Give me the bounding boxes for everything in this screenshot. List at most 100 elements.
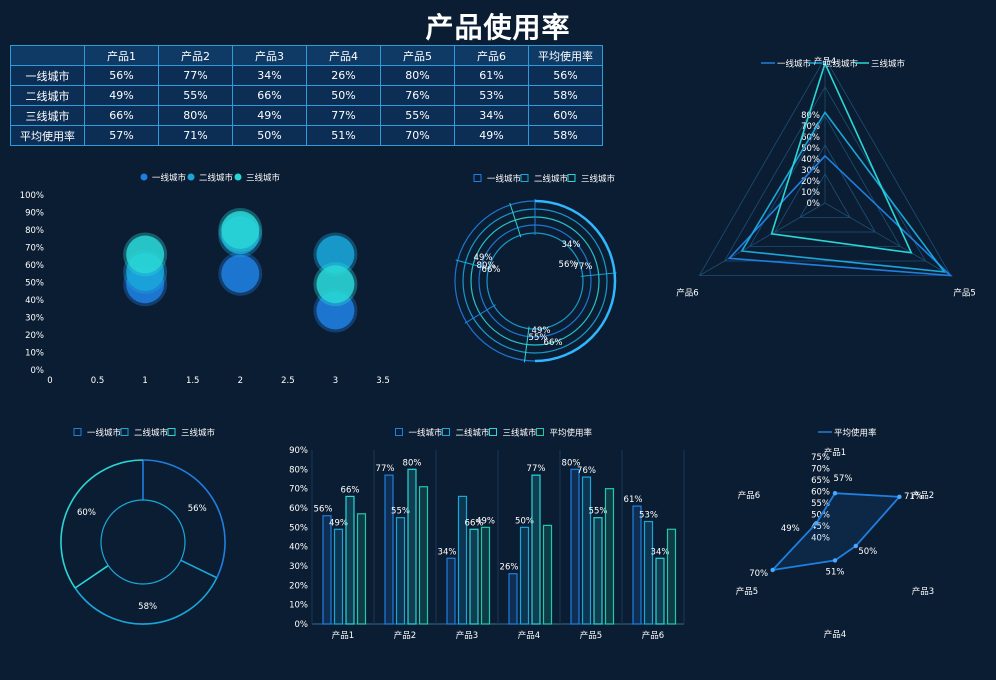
table-cell: 57% [84, 125, 159, 146]
donut-value-label: 56% [188, 504, 207, 514]
y-tick-label: 70% [289, 485, 308, 495]
radar-tick-label: 70% [801, 122, 820, 132]
legend-label: 三线城市 [246, 173, 281, 184]
legend-label: 二线城市 [456, 428, 491, 439]
radar-grid-ring [774, 144, 876, 233]
table-row: 二线城市 49% 55% 66% 50% 76% 53% 58% [10, 85, 603, 106]
legend-box [536, 428, 544, 436]
radar-chart-top: 一线城市 二线城市 三线城市80%70%60%50%40%30%20%10%0%产品… [676, 56, 976, 299]
table-cell: 平均使用率 [528, 45, 603, 66]
radar-grid-ring [698, 57, 952, 276]
y-tick-label: 0% [31, 366, 45, 376]
table-cell: 产品1 [84, 45, 159, 66]
bar-value-label: 76% [577, 466, 596, 476]
bar-1 [570, 468, 580, 625]
legend-box [489, 428, 497, 436]
legend-label: 平均使用率 [550, 428, 593, 439]
bar-1 [508, 573, 518, 625]
bar-chart: 一线城市 二线城市 三线城市 平均使用率 0% 10% 20% 30% 40% 50% 60% 70%… [289, 428, 685, 641]
bar-4 [480, 526, 491, 625]
legend-label: 一线城市 [87, 428, 122, 439]
ring-highlight [534, 199, 617, 363]
bar-2 [643, 520, 654, 625]
radar-axis [699, 202, 826, 276]
radar-indicator-label: 产品4 [814, 56, 836, 67]
legend-box [395, 428, 403, 436]
legend-dot [234, 173, 242, 181]
legend-box [167, 428, 176, 436]
ring-divider [580, 272, 617, 277]
table-cell: 71% [158, 125, 233, 146]
donut-divider [180, 559, 218, 579]
legend-dot [140, 173, 148, 181]
bar-2 [519, 526, 530, 625]
y-tick-label: 60% [25, 261, 44, 271]
radar-indicator-label: 产品2 [912, 490, 934, 501]
table-cell: 34% [454, 105, 529, 126]
table-cell: 26% [306, 65, 381, 86]
table-cell: 产品5 [380, 45, 455, 66]
table-cell: 51% [306, 125, 381, 146]
radar-point [897, 494, 902, 499]
ring-value-label: 56% [559, 260, 578, 270]
radar-tick-label: 20% [801, 177, 820, 187]
y-tick-label: 50% [25, 279, 44, 289]
radar-indicator-label: 产品4 [824, 629, 846, 640]
y-tick-label: 90% [289, 446, 308, 456]
table-cell: 产品2 [158, 45, 233, 66]
x-tick-label: 2 [238, 376, 243, 386]
ring-value-label: 66% [482, 265, 501, 275]
legend-label: 一线城市 [487, 174, 522, 185]
radar-tick-label: 80% [801, 111, 820, 121]
legend-label: 三线城市 [503, 428, 538, 439]
bar-4 [542, 524, 553, 625]
legend-label: 二线城市 [199, 173, 234, 184]
x-tick-label: 3 [333, 376, 338, 386]
bar-4 [418, 486, 429, 625]
legend-label: 二线城市 [534, 174, 569, 185]
radar-point [832, 558, 838, 563]
table-cell: 80% [158, 105, 233, 126]
radar-indicator-label: 产品5 [736, 586, 758, 597]
table-cell: 49% [454, 125, 529, 146]
donut-value-label: 60% [77, 508, 96, 518]
table-cell: 50% [232, 125, 307, 146]
donut-inner-ring [100, 499, 186, 585]
table-row: 平均使用率 57% 71% 50% 51% 70% 49% 58% [10, 125, 603, 146]
bar-4 [604, 488, 615, 625]
radar-series-3 [770, 61, 913, 254]
table-cell: 58% [528, 85, 603, 106]
radar-value-label: 70% [749, 569, 768, 579]
radar-indicator-label: 产品6 [738, 490, 760, 501]
bar-3 [531, 474, 541, 625]
radar-value-label: 57% [834, 474, 853, 484]
donut-slice-2 [74, 577, 218, 625]
y-tick-label: 0% [295, 620, 309, 630]
bar-2 [395, 517, 406, 625]
ring-divider [464, 304, 496, 324]
bar-3 [593, 517, 603, 625]
table-cell: 产品6 [454, 45, 529, 66]
legend-box [442, 428, 450, 436]
y-tick-label: 20% [25, 331, 44, 341]
radar-tick-label: 65% [811, 476, 830, 486]
table-row: 三线城市 66% 80% 49% 77% 55% 34% 60% [10, 105, 603, 126]
legend-label: 一线城市 [152, 173, 187, 184]
table-cell: 49% [232, 105, 307, 126]
bar-3 [469, 528, 479, 625]
x-tick-label: 产品2 [394, 630, 416, 641]
bar-value-label: 49% [476, 516, 495, 526]
legend-box [520, 174, 529, 182]
table-cell: 66% [84, 105, 159, 126]
bar-1 [384, 474, 394, 625]
ring-value-label: 49% [474, 253, 493, 263]
table-cell: 55% [158, 85, 233, 106]
bar-value-label: 49% [329, 518, 348, 528]
table-cell: 一线城市 [10, 65, 85, 86]
table-cell: 77% [158, 65, 233, 86]
y-tick-label: 40% [25, 296, 44, 306]
radar-value-label: 51% [826, 567, 845, 577]
legend-label: 二线城市 [824, 59, 859, 70]
table-cell: 55% [380, 105, 455, 126]
